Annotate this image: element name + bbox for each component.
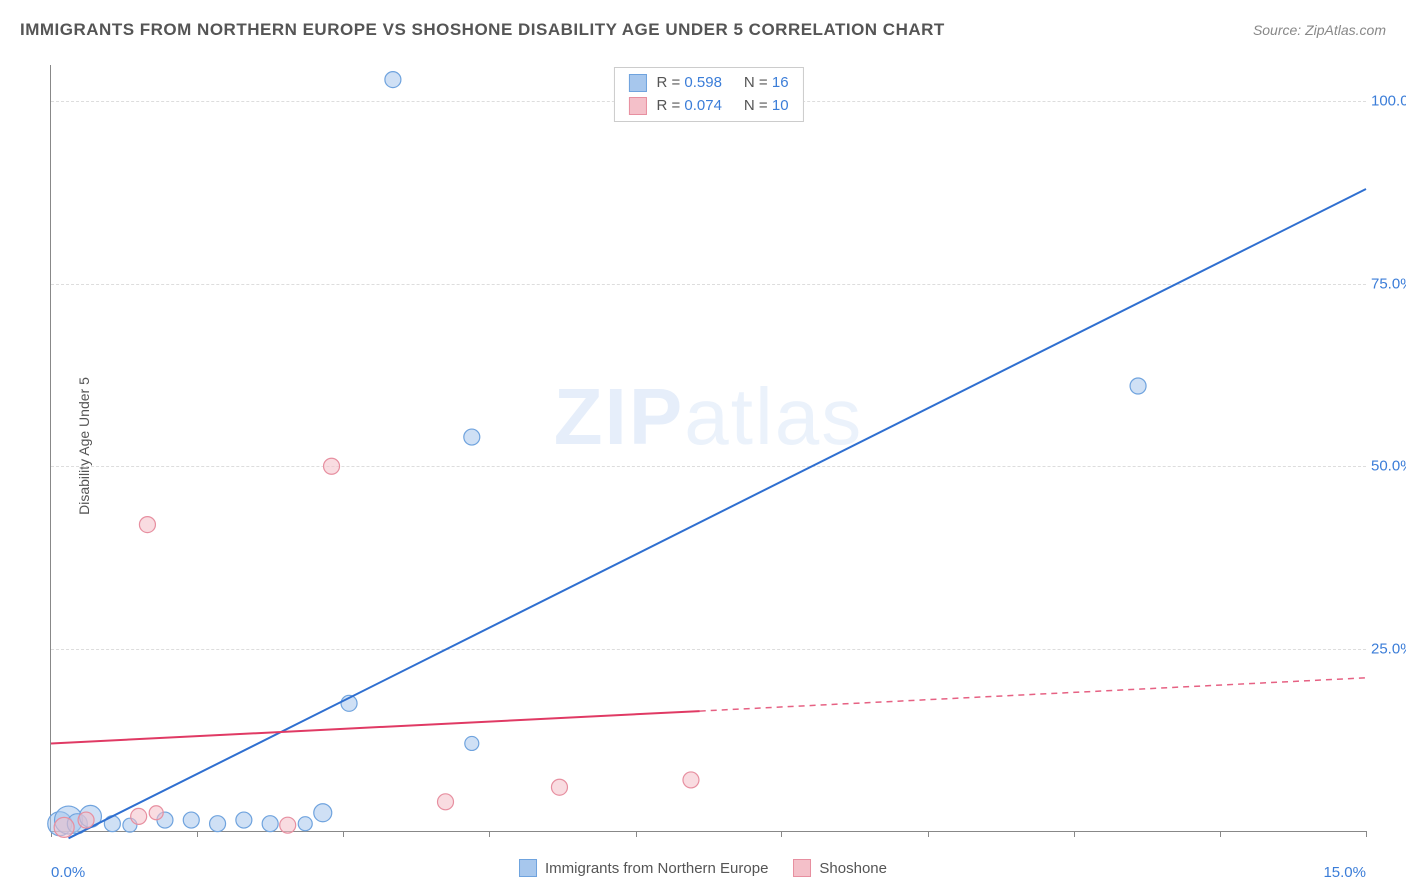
regression-line [69, 189, 1366, 838]
data-point [298, 817, 312, 831]
chart-header: IMMIGRANTS FROM NORTHERN EUROPE VS SHOSH… [20, 20, 1386, 40]
legend-label: Shoshone [819, 860, 887, 877]
data-point [139, 517, 155, 533]
x-tick [1366, 831, 1367, 837]
data-point [149, 806, 163, 820]
y-tick-label: 75.0% [1371, 275, 1406, 292]
x-tick [1220, 831, 1221, 837]
data-point [210, 816, 226, 832]
chart-title: IMMIGRANTS FROM NORTHERN EUROPE VS SHOSH… [20, 20, 945, 40]
x-tick-label: 15.0% [1323, 864, 1366, 881]
data-point [324, 458, 340, 474]
data-point [78, 812, 94, 828]
legend-stat-row: R = 0.598 N = 16 [628, 72, 788, 95]
x-tick [636, 831, 637, 837]
legend-item: Shoshone [793, 859, 887, 877]
legend-swatch [628, 74, 646, 92]
n-label: N = 16 [744, 72, 789, 95]
data-point [464, 429, 480, 445]
y-tick-label: 50.0% [1371, 458, 1406, 475]
regression-line [51, 711, 700, 743]
legend-item: Immigrants from Northern Europe [519, 859, 768, 877]
x-tick [928, 831, 929, 837]
y-tick-label: 100.0% [1371, 93, 1406, 110]
n-label: N = 10 [744, 95, 789, 118]
data-point [131, 808, 147, 824]
source-label: Source: ZipAtlas.com [1253, 22, 1386, 38]
data-point [262, 816, 278, 832]
data-point [438, 794, 454, 810]
data-point [236, 812, 252, 828]
y-tick-label: 25.0% [1371, 640, 1406, 657]
data-point [1130, 378, 1146, 394]
x-tick-label: 0.0% [51, 864, 85, 881]
r-label: R = 0.074 [656, 95, 721, 118]
data-point [551, 779, 567, 795]
chart-svg [51, 65, 1366, 831]
legend-stat-row: R = 0.074 N = 10 [628, 95, 788, 118]
data-point [385, 72, 401, 88]
legend-bottom: Immigrants from Northern Europe Shoshone [519, 859, 887, 877]
x-tick [343, 831, 344, 837]
x-tick [781, 831, 782, 837]
data-point [314, 804, 332, 822]
legend-stats: R = 0.598 N = 16 R = 0.074 N = 10 [613, 67, 803, 122]
data-point [683, 772, 699, 788]
legend-swatch [628, 97, 646, 115]
data-point [183, 812, 199, 828]
x-tick [489, 831, 490, 837]
r-label: R = 0.598 [656, 72, 721, 95]
chart-plot-area: ZIPatlas R = 0.598N = 16R = 0.074N = 10 … [50, 65, 1366, 832]
data-point [465, 736, 479, 750]
legend-swatch [793, 859, 811, 877]
data-point [280, 817, 296, 833]
regression-line-extrapolated [700, 678, 1366, 711]
data-point [54, 817, 74, 837]
x-tick [1074, 831, 1075, 837]
legend-swatch [519, 859, 537, 877]
legend-label: Immigrants from Northern Europe [545, 860, 768, 877]
x-tick [197, 831, 198, 837]
